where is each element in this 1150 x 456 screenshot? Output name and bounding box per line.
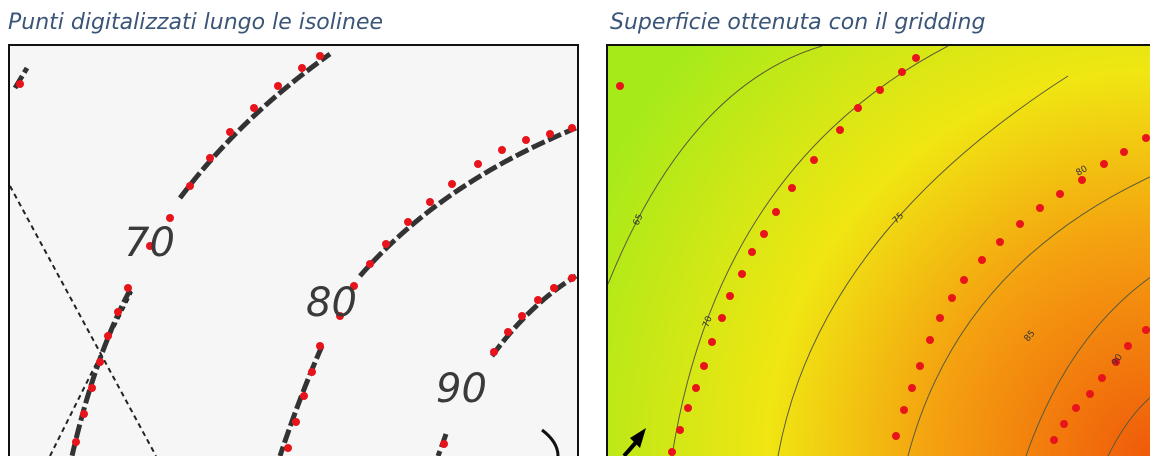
- arc-fragment: [541, 428, 560, 456]
- isoline-70-upper: [178, 51, 332, 200]
- gridded-surface-figure: 65 70 75 80 85 90: [608, 46, 1150, 456]
- surface-sample-points: [616, 54, 1150, 456]
- dashed-line-2: [49, 291, 133, 456]
- dashed-line-1: [10, 185, 157, 456]
- right-caption: Superficie ottenuta con il gridding: [610, 10, 986, 35]
- contour-label-70-right: 70: [701, 315, 714, 329]
- isoline-80-lower: [277, 344, 325, 456]
- dashed-cross-lines: [10, 185, 157, 456]
- contour-label-80: 80: [306, 280, 357, 326]
- gridded-surface-panel: 65 70 75 80 85 90: [606, 44, 1150, 456]
- digitized-points-figure: 70 80 90: [10, 51, 577, 456]
- digitized-points: [16, 52, 576, 452]
- contour-label-65: 65: [632, 213, 646, 228]
- contour-label-70: 70: [124, 220, 175, 266]
- contour-label-90: 90: [436, 366, 487, 412]
- isoline-80-upper: [358, 125, 577, 278]
- isoline-90-upper: [489, 273, 577, 358]
- surface-contours: [608, 46, 1150, 456]
- left-caption: Punti digitalizzati lungo le isolinee: [8, 10, 384, 35]
- surface-contour-labels: 65 70 75 80 85 90: [632, 164, 1126, 368]
- direction-arrow: [622, 428, 646, 456]
- surface-gradient: [608, 46, 1150, 456]
- digitized-points-panel: 70 80 90: [8, 44, 579, 456]
